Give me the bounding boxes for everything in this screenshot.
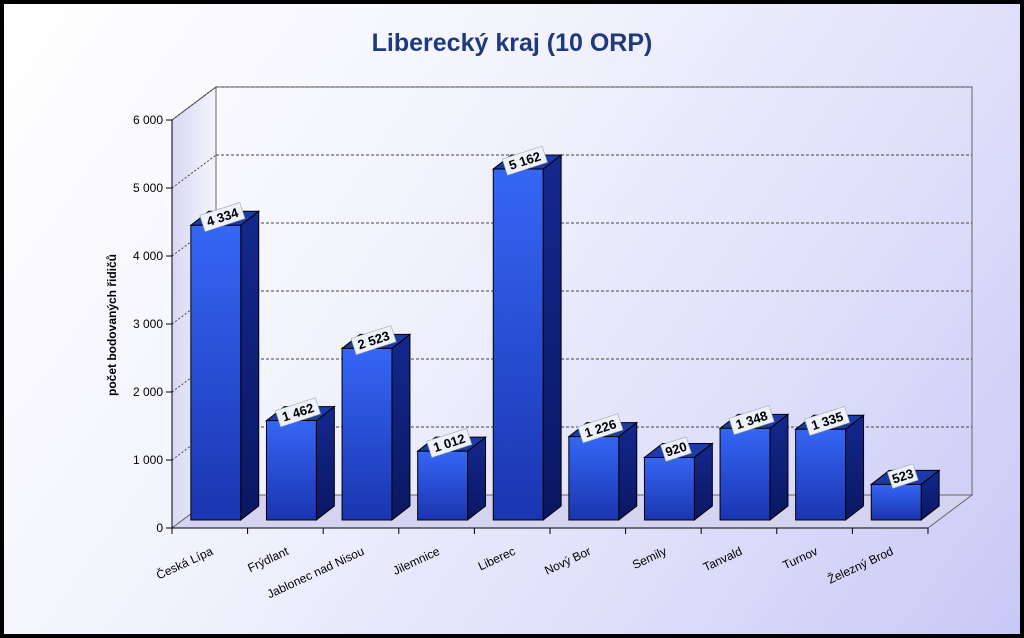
bar: [189, 210, 261, 522]
gridline-left: [171, 154, 217, 189]
data-label-box: [660, 436, 692, 462]
bar-side: [391, 333, 411, 522]
y-tick-label: 2 000: [133, 385, 163, 399]
bar: [340, 333, 412, 522]
bar: [718, 413, 790, 522]
y-tick-label: 6 000: [133, 113, 163, 127]
bar-front: [643, 456, 695, 521]
data-label-text: 523: [890, 466, 915, 487]
data-label-box: [501, 145, 548, 176]
data-label-box: [275, 397, 321, 428]
bar-side: [769, 413, 789, 522]
bar-side: [542, 153, 562, 522]
bar-front: [265, 420, 317, 521]
bar-front: [795, 428, 847, 521]
bar-front: [190, 224, 242, 521]
data-label-box: [426, 427, 473, 458]
x-category-label: Turnov: [781, 544, 820, 572]
bar: [794, 414, 866, 522]
bar: [642, 442, 714, 522]
x-category-label: Železný Brod: [825, 543, 895, 586]
data-label-box: [728, 405, 775, 436]
data-label-box: [804, 405, 851, 436]
bar-front: [417, 450, 469, 521]
data-label-text: 920: [663, 439, 688, 460]
bar-front: [341, 347, 393, 521]
data-label-box: [350, 325, 397, 356]
x-category-label: Tanvald: [701, 544, 744, 574]
bar-side: [845, 414, 865, 522]
bar-front: [719, 427, 771, 521]
bar-side: [315, 405, 335, 522]
data-label: 523: [887, 463, 919, 489]
chart-title: Liberecký kraj (10 ORP): [372, 29, 653, 57]
y-axis-title: počet bodovaných řidičů: [105, 254, 119, 396]
y-tick-label: 1 000: [133, 453, 163, 467]
data-label-box: [577, 413, 624, 444]
bar-front: [568, 436, 620, 521]
data-label-box: [199, 202, 246, 232]
bar: [567, 421, 639, 522]
bar-front: [492, 168, 544, 521]
data-label-box: [887, 463, 919, 489]
x-category-label: Liberec: [476, 544, 518, 573]
x-category-label: Jilemnice: [391, 544, 443, 578]
bar: [491, 153, 563, 522]
data-label: 920: [660, 436, 692, 462]
bar-front: [870, 483, 922, 521]
y-tick-label: 0: [156, 521, 163, 535]
y-tick-label: 3 000: [133, 317, 163, 331]
bar-side: [240, 210, 260, 522]
bar-side: [618, 421, 638, 522]
x-category-label: Semily: [630, 544, 669, 572]
bar: [264, 405, 336, 522]
x-category-label: Nový Bor: [542, 544, 593, 578]
x-category-label: Česká Lípa: [154, 543, 216, 582]
x-category-label: Frýdlant: [245, 544, 291, 575]
y-tick-label: 5 000: [133, 181, 163, 195]
gridline-left: [171, 86, 217, 121]
y-tick-label: 4 000: [133, 249, 163, 263]
